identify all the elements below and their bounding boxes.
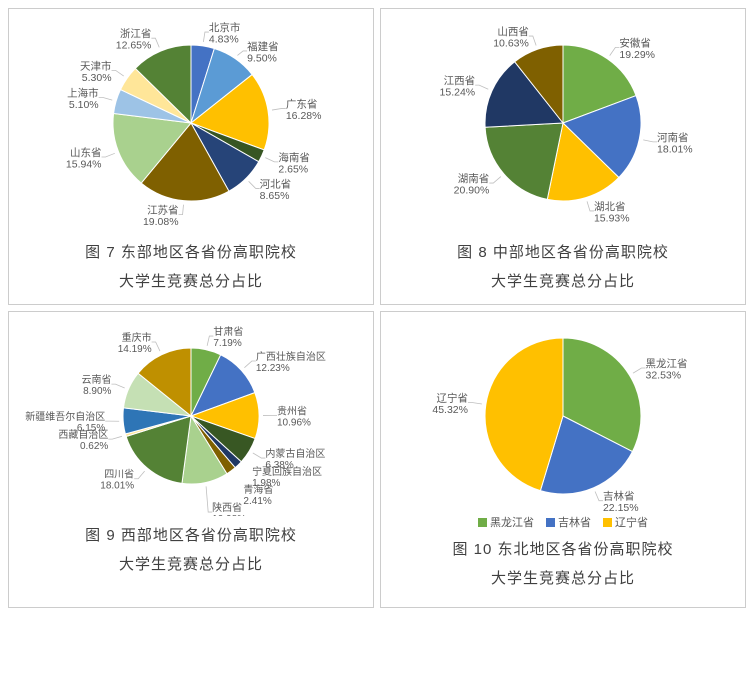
slice-pct: 18.01% — [100, 481, 134, 492]
slice-pct: 15.24% — [440, 87, 476, 99]
slice-pct: 6.15% — [77, 423, 105, 434]
slice-pct: 2.65% — [278, 163, 308, 175]
slice-label: 天津市 — [80, 59, 112, 72]
slice-pct: 12.65% — [116, 40, 152, 52]
slice-pct: 10.98% — [212, 514, 246, 516]
slice-pct: 5.30% — [82, 72, 112, 84]
slice-label: 宁夏回族自治区 — [252, 465, 322, 478]
slice-pct: 10.63% — [493, 38, 529, 50]
slice-label: 山东省 — [70, 146, 102, 159]
slice-label: 云南省 — [81, 373, 111, 386]
slice-label: 江苏省 — [147, 204, 179, 217]
legend-fig10: 黑龙江省 吉林省 辽宁省 — [478, 514, 648, 530]
slice-pct: 15.94% — [66, 159, 102, 171]
caption-fig7: 图 7 东部地区各省份高职院校 大学生竞赛总分占比 — [85, 239, 297, 296]
slice-pct: 15.93% — [594, 212, 630, 224]
chart-fig10: 黑龙江省32.53% 吉林省22.15% 辽宁省45.32% — [383, 316, 743, 516]
slice-pct: 10.96% — [277, 417, 311, 428]
caption-line: 图 10 东北地区各省份高职院校 — [452, 536, 673, 565]
slice-label: 河南省 — [657, 131, 689, 144]
legend-item: 吉林省 — [546, 514, 591, 530]
slice-pct: 19.29% — [619, 49, 655, 61]
slice-pct: 16.28% — [286, 110, 322, 122]
slice-label: 新疆维吾尔自治区 — [25, 410, 105, 423]
legend-item: 辽宁省 — [603, 514, 648, 530]
slice-pct: 45.32% — [432, 404, 468, 416]
slice-label: 福建省 — [247, 40, 279, 53]
caption-line: 大学生竞赛总分占比 — [452, 565, 673, 594]
panel-fig9: 甘肃省7.19%广西壮族自治区12.23%贵州省10.96%内蒙古自治区6.38… — [8, 311, 374, 608]
slice-label: 甘肃省 — [213, 325, 243, 338]
slice-label: 湖南省 — [458, 172, 490, 185]
slice-label: 安徽省 — [619, 36, 651, 49]
slice-label: 贵州省 — [277, 404, 307, 417]
slice-pct: 22.15% — [603, 502, 639, 514]
pie-fig9: 甘肃省7.19%广西壮族自治区12.23%贵州省10.96%内蒙古自治区6.38… — [11, 316, 371, 516]
slice-pct: 19.08% — [143, 216, 179, 228]
slice-pct: 8.90% — [83, 386, 111, 397]
legend-swatch — [603, 518, 612, 527]
slice-label: 上海市 — [67, 86, 99, 99]
caption-line: 大学生竞赛总分占比 — [457, 268, 669, 297]
chart-fig8: 安徽省19.29%河南省18.01%湖北省15.93%湖南省20.90%江西省1… — [383, 13, 743, 233]
slice-label: 陕西省 — [212, 501, 242, 514]
slice-pct: 9.50% — [247, 52, 277, 64]
slice-pct: 0.62% — [80, 441, 108, 452]
slice-label: 黑龙江省 — [645, 357, 687, 370]
caption-fig10: 图 10 东北地区各省份高职院校 大学生竞赛总分占比 — [452, 536, 673, 593]
caption-fig9: 图 9 西部地区各省份高职院校 大学生竞赛总分占比 — [85, 522, 297, 579]
caption-line: 图 8 中部地区各省份高职院校 — [457, 239, 669, 268]
slice-pct: 14.19% — [118, 344, 152, 355]
panel-fig7: 北京市4.83% 福建省9.50% 广东省16.28% 海南省2.65% 河北省8.65… — [8, 8, 374, 305]
chart-grid: 北京市4.83% 福建省9.50% 广东省16.28% 海南省2.65% 河北省8.65… — [8, 8, 742, 608]
slice-label: 湖北省 — [594, 200, 626, 213]
panel-fig10: 黑龙江省32.53%吉林省22.15%辽宁省45.32% 黑龙江省吉林省辽宁省 … — [380, 311, 746, 608]
slice-pct: 20.90% — [454, 185, 490, 197]
legend-swatch — [478, 518, 487, 527]
slice-label: 江西省 — [444, 74, 476, 87]
slice-label: 海南省 — [278, 151, 310, 164]
caption-line: 图 9 西部地区各省份高职院校 — [85, 522, 297, 551]
legend-label: 吉林省 — [558, 514, 591, 530]
slice-pct: 7.19% — [213, 338, 241, 349]
slice-label: 重庆市 — [122, 331, 152, 344]
legend-swatch — [546, 518, 555, 527]
legend-label: 黑龙江省 — [490, 514, 534, 530]
caption-line: 图 7 东部地区各省份高职院校 — [85, 239, 297, 268]
chart-fig9: 甘肃省7.19%广西壮族自治区12.23%贵州省10.96%内蒙古自治区6.38… — [11, 316, 371, 516]
slice-pct: 2.41% — [243, 496, 271, 507]
slice-label: 四川省 — [104, 468, 134, 481]
slice-pct: 4.83% — [209, 34, 239, 46]
slice-label: 广西壮族自治区 — [256, 350, 326, 363]
pie-fig8: 安徽省19.29%河南省18.01%湖北省15.93%湖南省20.90%江西省1… — [383, 13, 743, 233]
slice-pct: 18.01% — [657, 143, 693, 155]
slice-pct: 32.53% — [645, 370, 681, 382]
panel-fig8: 安徽省19.29%河南省18.01%湖北省15.93%湖南省20.90%江西省1… — [380, 8, 746, 305]
slice-label: 河北省 — [260, 177, 292, 190]
pie-fig10: 黑龙江省32.53% 吉林省22.15% 辽宁省45.32% — [383, 316, 743, 516]
slice-label: 内蒙古自治区 — [265, 447, 325, 460]
slice-pct: 12.23% — [256, 363, 290, 374]
legend-label: 辽宁省 — [615, 514, 648, 530]
slice-label: 山西省 — [497, 25, 529, 38]
slice-pct: 5.10% — [69, 99, 99, 111]
legend-item: 黑龙江省 — [478, 514, 534, 530]
slice-label: 广东省 — [286, 97, 318, 110]
slice-label: 辽宁省 — [436, 392, 468, 405]
chart-fig7: 北京市4.83% 福建省9.50% 广东省16.28% 海南省2.65% 河北省8.65… — [11, 13, 371, 233]
pie-fig7: 北京市4.83% 福建省9.50% 广东省16.28% 海南省2.65% 河北省8.65… — [11, 13, 371, 233]
slice-label: 青海省 — [243, 483, 273, 496]
caption-line: 大学生竞赛总分占比 — [85, 551, 297, 580]
caption-fig8: 图 8 中部地区各省份高职院校 大学生竞赛总分占比 — [457, 239, 669, 296]
slice-label: 北京市 — [209, 21, 241, 34]
caption-line: 大学生竞赛总分占比 — [85, 268, 297, 297]
slice-label: 吉林省 — [603, 490, 635, 503]
slice-pct: 8.65% — [260, 190, 290, 202]
slice-label: 浙江省 — [120, 27, 152, 40]
